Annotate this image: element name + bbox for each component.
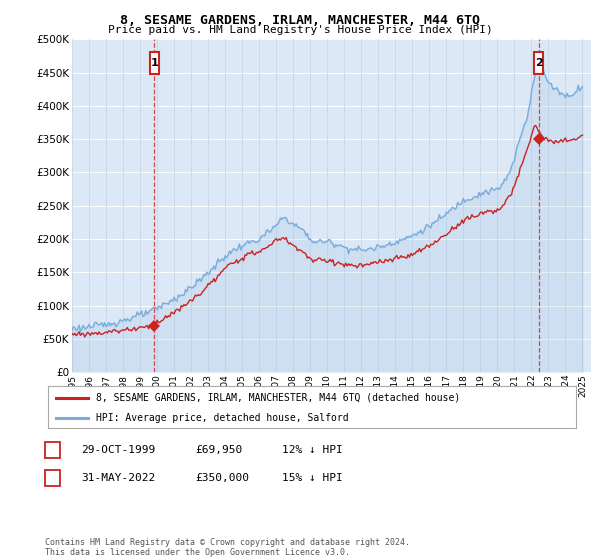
FancyBboxPatch shape (149, 52, 159, 74)
Text: HPI: Average price, detached house, Salford: HPI: Average price, detached house, Salf… (95, 413, 348, 423)
Text: 8, SESAME GARDENS, IRLAM, MANCHESTER, M44 6TQ: 8, SESAME GARDENS, IRLAM, MANCHESTER, M4… (120, 14, 480, 27)
Text: Price paid vs. HM Land Registry's House Price Index (HPI): Price paid vs. HM Land Registry's House … (107, 25, 493, 35)
Text: 8, SESAME GARDENS, IRLAM, MANCHESTER, M44 6TQ (detached house): 8, SESAME GARDENS, IRLAM, MANCHESTER, M4… (95, 393, 460, 403)
Text: Contains HM Land Registry data © Crown copyright and database right 2024.
This d: Contains HM Land Registry data © Crown c… (45, 538, 410, 557)
Text: 1: 1 (49, 445, 56, 455)
Text: £69,950: £69,950 (195, 445, 242, 455)
Text: 29-OCT-1999: 29-OCT-1999 (81, 445, 155, 455)
FancyBboxPatch shape (534, 52, 543, 74)
Text: 2: 2 (535, 58, 542, 68)
Text: 31-MAY-2022: 31-MAY-2022 (81, 473, 155, 483)
Text: 2: 2 (49, 473, 56, 483)
Text: 15% ↓ HPI: 15% ↓ HPI (282, 473, 343, 483)
Text: £350,000: £350,000 (195, 473, 249, 483)
Text: 12% ↓ HPI: 12% ↓ HPI (282, 445, 343, 455)
Text: 1: 1 (151, 58, 158, 68)
